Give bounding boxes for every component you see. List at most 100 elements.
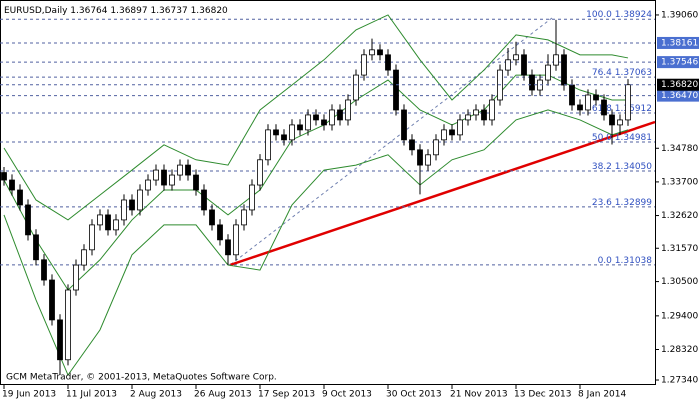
footer: GCM MetaTrader, © 2001-2013, MetaQuotes … — [6, 373, 277, 383]
fibo-price: 1.34050 — [615, 162, 652, 172]
candle-body — [465, 114, 471, 121]
x-tick-label: 17 Sep 2013 — [258, 390, 315, 400]
candle-body — [457, 119, 463, 136]
candle-body — [169, 174, 175, 186]
candle-body — [9, 179, 15, 191]
header-value: 1.36820 — [191, 6, 228, 16]
candle-body — [529, 74, 535, 91]
candle-body — [73, 264, 79, 291]
candle-body — [137, 189, 143, 211]
fibo-baseline — [229, 17, 553, 266]
candle-body — [177, 164, 183, 176]
fibo-price: 1.31038 — [615, 255, 652, 265]
candle-body — [577, 104, 583, 111]
fibo-label: 50.0 1.34981 — [592, 133, 652, 143]
y-tick-label: 1.30500 — [661, 277, 698, 287]
fibo-price: 1.32899 — [615, 197, 652, 207]
price-tag-label: 1.36470 — [661, 91, 698, 101]
x-tick-label: 11 Jul 2013 — [66, 390, 117, 400]
band-upper — [3, 14, 629, 221]
header-value: 1.36897 — [110, 6, 147, 16]
candle-body — [113, 219, 119, 231]
y-tick-label: 1.39060 — [661, 10, 698, 20]
candle-body — [217, 224, 223, 241]
candle-body — [545, 64, 551, 81]
y-tick-label: 1.31570 — [661, 244, 698, 254]
plot-frame — [0, 0, 656, 385]
candle-body — [153, 169, 159, 181]
candle-body — [281, 134, 287, 141]
candle-body — [609, 114, 615, 126]
fibo-label: 76.4 1.37063 — [592, 68, 652, 78]
x-tick-label: 9 Oct 2013 — [322, 390, 372, 400]
price-tag-label: 1.37546 — [661, 58, 698, 68]
candle-body — [17, 189, 23, 206]
price-tag-label: 1.38161 — [661, 38, 698, 48]
band-lower — [3, 109, 629, 377]
x-tick-label: 13 Dec 2013 — [514, 390, 572, 400]
x-tick-label: 19 Jun 2013 — [2, 390, 56, 400]
candle-body — [433, 139, 439, 156]
candle-body — [81, 249, 87, 266]
candle-body — [441, 129, 447, 141]
candle-body — [297, 124, 303, 131]
candle-body — [321, 119, 327, 126]
price-tag — [657, 56, 699, 69]
y-tick-label: 1.29400 — [661, 311, 698, 321]
price-tag-label: 1.36820 — [661, 80, 698, 90]
fibo-label: 23.6 1.32899 — [592, 197, 652, 207]
candle-body — [241, 209, 247, 226]
x-tick-label: 2 Aug 2013 — [130, 390, 182, 400]
candle-body — [593, 94, 599, 101]
candle-body — [553, 54, 559, 66]
fibo-label: 100.0 1.38924 — [586, 10, 652, 20]
candle-body — [225, 239, 231, 256]
fibo-ratio: 76.4 — [592, 68, 612, 78]
y-tick-label: 1.33700 — [661, 177, 698, 187]
x-tick-label: 30 Oct 2013 — [386, 390, 442, 400]
candle-body — [41, 259, 47, 281]
candle-body — [33, 234, 39, 261]
candle-body — [377, 49, 383, 56]
candle-body — [409, 139, 415, 151]
header-value: 1.36764 — [70, 6, 107, 16]
x-tick-label: 26 Aug 2013 — [194, 390, 252, 400]
candle-body — [313, 114, 319, 121]
candle-body — [193, 174, 199, 191]
y-tick-label: 1.28320 — [661, 345, 698, 355]
fibo-price: 1.37063 — [615, 68, 652, 78]
fibo-ratio: 0.0 — [598, 255, 613, 265]
candle-body — [417, 149, 423, 166]
candle-body — [105, 214, 111, 231]
candle-body — [121, 199, 127, 221]
candle-body — [97, 214, 103, 226]
candle-body — [625, 84, 631, 121]
candle-body — [249, 184, 255, 211]
candle-body — [601, 99, 607, 116]
candle-body — [489, 99, 495, 121]
chart-title: EURUSD,Daily — [4, 6, 68, 16]
candle-body — [393, 69, 399, 111]
candle-body — [425, 154, 431, 166]
candle-body — [209, 209, 215, 226]
candle-body — [473, 109, 479, 116]
header-value: 1.36737 — [150, 6, 187, 16]
candle-body — [161, 169, 167, 186]
fibo-price: 1.34981 — [615, 133, 652, 143]
fibo-ratio: 100.0 — [586, 10, 612, 20]
fibo-price: 1.35912 — [615, 104, 652, 114]
candle-body — [345, 99, 351, 121]
y-tick-label: 1.32620 — [661, 211, 698, 221]
fibo-label: 0.0 1.31038 — [598, 255, 653, 265]
candle-body — [337, 109, 343, 121]
price-tag — [657, 36, 699, 49]
fibo-ratio: 38.2 — [592, 162, 612, 172]
candle-body — [329, 109, 335, 126]
candle-body — [129, 199, 135, 211]
candle-body — [257, 159, 263, 186]
price-tag — [657, 78, 699, 91]
candle-body — [289, 124, 295, 141]
candle-body — [353, 74, 359, 101]
candle-body — [1, 172, 7, 181]
